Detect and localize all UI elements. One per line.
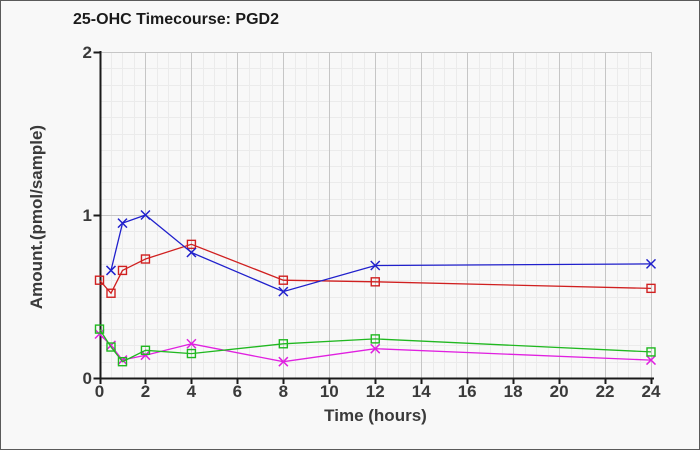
x-tick-label: 12 (366, 382, 385, 401)
green-square-series-marker (186, 348, 197, 359)
blue-x-series-marker (186, 247, 197, 258)
blue-x-series-marker (370, 260, 381, 271)
green-square-series-marker (646, 347, 656, 357)
magenta-x-series-marker (645, 355, 657, 366)
blue-x-series-marker (117, 218, 128, 229)
blue-x-series-marker (278, 286, 289, 297)
red-square-series-marker (117, 265, 128, 276)
x-tick-label: 2 (141, 382, 150, 401)
x-tick-label: 10 (320, 382, 339, 401)
green-square-series-marker (117, 357, 128, 367)
red-square-series-marker (186, 239, 197, 250)
red-square-series-marker (646, 283, 656, 294)
green-square-series (94, 324, 656, 367)
x-tick-label: 8 (279, 382, 288, 401)
green-square-series-marker (94, 324, 105, 334)
y-tick-label: 2 (83, 43, 92, 62)
green-square-series-marker (140, 345, 151, 355)
x-tick-label: 4 (187, 382, 197, 401)
red-square-series-marker (278, 275, 289, 285)
x-tick-label: 24 (642, 382, 661, 401)
magenta-x-series-marker (94, 328, 105, 340)
x-tick-label: 18 (504, 382, 523, 401)
x-axis-label: Time (hours) (324, 406, 427, 425)
series-group (94, 209, 657, 367)
axes (93, 51, 654, 384)
blue-x-series-marker (105, 265, 117, 276)
blue-x-series-marker (645, 258, 657, 269)
x-tick-label: 6 (233, 382, 242, 401)
x-tick-label: 14 (412, 382, 431, 401)
y-tick-label: 0 (83, 369, 92, 388)
chart-title: 25-OHC Timecourse: PGD2 (73, 11, 279, 28)
blue-x-series (105, 209, 657, 297)
y-axis-label: Amount.(pmol/sample) (27, 124, 46, 310)
green-square-series-marker (106, 342, 116, 352)
red-square-series-marker (140, 254, 151, 264)
x-tick-label: 20 (550, 382, 569, 401)
red-square-series-marker (94, 275, 105, 285)
red-square-series-marker (370, 277, 380, 287)
magenta-x-series-marker (186, 338, 197, 349)
y-tick-label: 1 (83, 206, 92, 225)
blue-x-series-marker (140, 209, 151, 221)
red-square-series-marker (106, 288, 116, 298)
x-tick-label: 22 (596, 382, 615, 401)
green-square-series-marker (370, 334, 380, 344)
magenta-x-series-marker (278, 356, 289, 367)
x-tick-label: 0 (95, 382, 104, 401)
x-tick-label: 16 (458, 382, 477, 401)
magenta-x-series-marker (370, 343, 381, 354)
red-square-series (94, 239, 656, 298)
green-square-series-marker (278, 339, 289, 349)
